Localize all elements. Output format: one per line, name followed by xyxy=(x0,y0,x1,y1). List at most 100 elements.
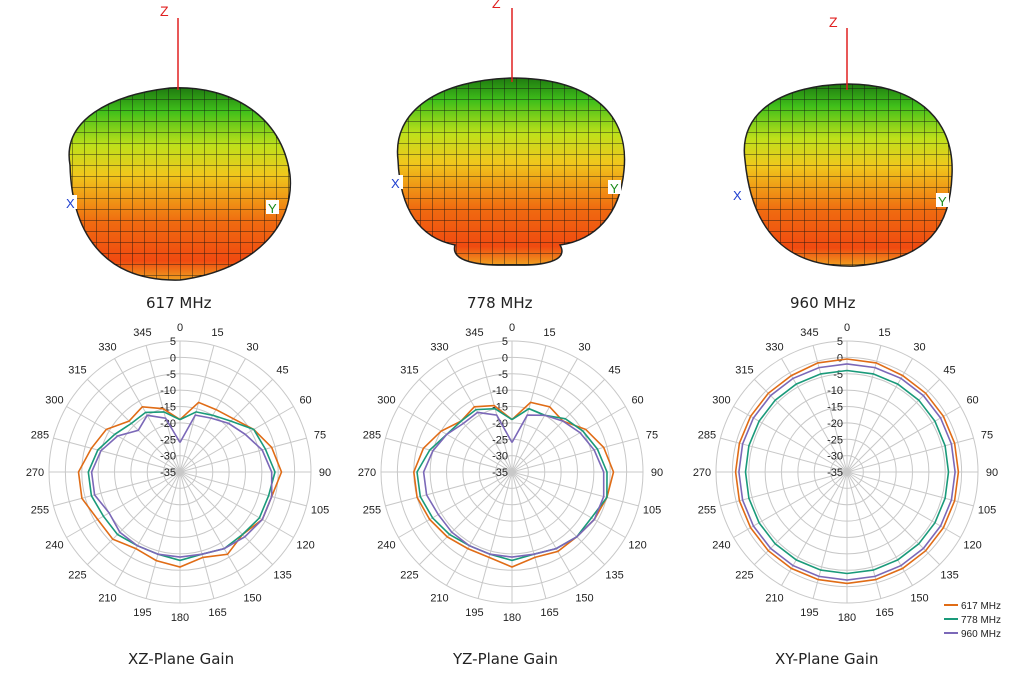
frequency-label-960: 960 MHz xyxy=(790,294,856,312)
pattern-3d-617: Z X Y xyxy=(63,3,292,281)
angle-spoke xyxy=(179,471,246,586)
angle-spoke xyxy=(812,471,848,599)
angle-spoke xyxy=(511,437,639,473)
radial-tick-label: -15 xyxy=(827,402,843,414)
angle-tick-label: 120 xyxy=(296,540,314,552)
angle-tick-label: 270 xyxy=(358,467,376,479)
radial-tick-label: -30 xyxy=(160,451,176,463)
radial-tick-label: -10 xyxy=(827,385,843,397)
angle-spoke xyxy=(846,437,974,473)
angle-tick-label: 180 xyxy=(503,612,521,624)
series-line-778-mhz xyxy=(744,369,950,575)
frequency-label-617: 617 MHz xyxy=(146,294,212,312)
angle-tick-label: 15 xyxy=(543,327,555,339)
angle-spoke xyxy=(511,379,605,473)
series-line-617-mhz xyxy=(412,401,615,568)
angle-tick-label: 30 xyxy=(246,341,258,353)
radial-tick-label: 5 xyxy=(837,336,843,348)
x-axis-label: X xyxy=(733,188,742,203)
angle-tick-label: 240 xyxy=(45,540,63,552)
angle-spoke xyxy=(114,471,181,586)
angle-tick-label: 30 xyxy=(578,341,590,353)
angle-tick-label: 45 xyxy=(943,364,955,376)
angle-tick-label: 330 xyxy=(98,341,116,353)
xz-plane-title: XZ-Plane Gain xyxy=(128,650,235,668)
angle-tick-label: 210 xyxy=(430,593,448,605)
angle-tick-label: 225 xyxy=(400,570,418,582)
angle-tick-label: 105 xyxy=(311,505,329,517)
angle-tick-label: 300 xyxy=(712,395,730,407)
y-axis-label-bg xyxy=(608,180,621,194)
angle-tick-label: 120 xyxy=(628,540,646,552)
radial-tick-label: -30 xyxy=(492,451,508,463)
angle-spoke xyxy=(398,471,513,538)
legend: 617 MHz 778 MHz 960 MHz xyxy=(944,601,1001,640)
angle-tick-label: 285 xyxy=(698,429,716,441)
legend-entry: 617 MHz xyxy=(961,601,1001,612)
angle-spoke xyxy=(733,406,848,473)
x-axis-label-bg xyxy=(389,175,403,189)
pattern-3d-960: Z X Y xyxy=(731,14,953,267)
angle-tick-label: 270 xyxy=(693,467,711,479)
radial-tick-label: 0 xyxy=(837,352,843,364)
y-axis-label: Y xyxy=(610,181,619,196)
angle-spoke xyxy=(179,437,307,473)
angle-spoke xyxy=(846,358,913,473)
angle-tick-label: 330 xyxy=(430,341,448,353)
angle-spoke xyxy=(511,406,626,473)
series-line-960-mhz xyxy=(90,414,273,558)
radial-tick-label: -35 xyxy=(492,467,508,479)
angle-spoke xyxy=(179,471,307,507)
y-axis-label: Y xyxy=(938,194,947,209)
angle-spoke xyxy=(419,471,513,565)
angle-tick-label: 75 xyxy=(981,429,993,441)
polar-chart-2: 0 15 30 45 60 75 90 105 120 135 150 165 180 195 210 225… xyxy=(693,322,998,624)
y-axis-label-bg xyxy=(936,193,949,207)
x-axis-label-bg xyxy=(731,187,745,201)
radial-tick-label: -30 xyxy=(827,451,843,463)
angle-tick-label: 105 xyxy=(978,505,996,517)
angle-spoke xyxy=(511,471,547,599)
angle-tick-label: 150 xyxy=(910,593,928,605)
radial-tick-label: -35 xyxy=(160,467,176,479)
legend-entry: 778 MHz xyxy=(961,615,1001,626)
angle-tick-label: 0 xyxy=(844,322,850,334)
angle-tick-label: 225 xyxy=(735,570,753,582)
angle-spoke xyxy=(846,379,940,473)
angle-tick-label: 45 xyxy=(608,364,620,376)
radial-tick-label: 5 xyxy=(502,336,508,348)
angle-spoke xyxy=(846,471,913,586)
angle-tick-label: 345 xyxy=(465,327,483,339)
angle-spoke xyxy=(87,471,181,565)
series-line-778-mhz xyxy=(87,411,276,562)
pattern-3d-778: Z X Y xyxy=(389,0,626,266)
angle-spoke xyxy=(385,471,513,507)
xy-plane-title: XY-Plane Gain xyxy=(775,650,879,668)
radial-tick-label: -25 xyxy=(492,434,508,446)
angle-spoke xyxy=(398,406,513,473)
angle-spoke xyxy=(145,471,181,599)
series-line-960-mhz xyxy=(422,411,605,558)
y-axis-label: Y xyxy=(268,201,277,216)
angle-tick-label: 180 xyxy=(171,612,189,624)
angle-tick-label: 15 xyxy=(878,327,890,339)
radial-tick-label: -5 xyxy=(833,369,843,381)
angle-spoke xyxy=(720,471,848,507)
z-axis-label: Z xyxy=(829,14,838,30)
angle-tick-label: 165 xyxy=(875,607,893,619)
angle-tick-label: 345 xyxy=(800,327,818,339)
polar-chart-1: 0 15 30 45 60 75 90 105 120 135 150 165 180 195 210 225… xyxy=(358,322,663,624)
radial-tick-label: -15 xyxy=(160,402,176,414)
angle-tick-label: 255 xyxy=(31,505,49,517)
radial-tick-label: 0 xyxy=(170,352,176,364)
legend-entry: 960 MHz xyxy=(961,629,1001,640)
angle-spoke xyxy=(179,406,294,473)
angle-tick-label: 90 xyxy=(986,467,998,479)
angle-tick-label: 195 xyxy=(133,607,151,619)
angle-tick-label: 315 xyxy=(735,364,753,376)
angle-spoke xyxy=(511,471,578,586)
angle-spoke xyxy=(720,437,848,473)
angle-tick-label: 285 xyxy=(31,429,49,441)
